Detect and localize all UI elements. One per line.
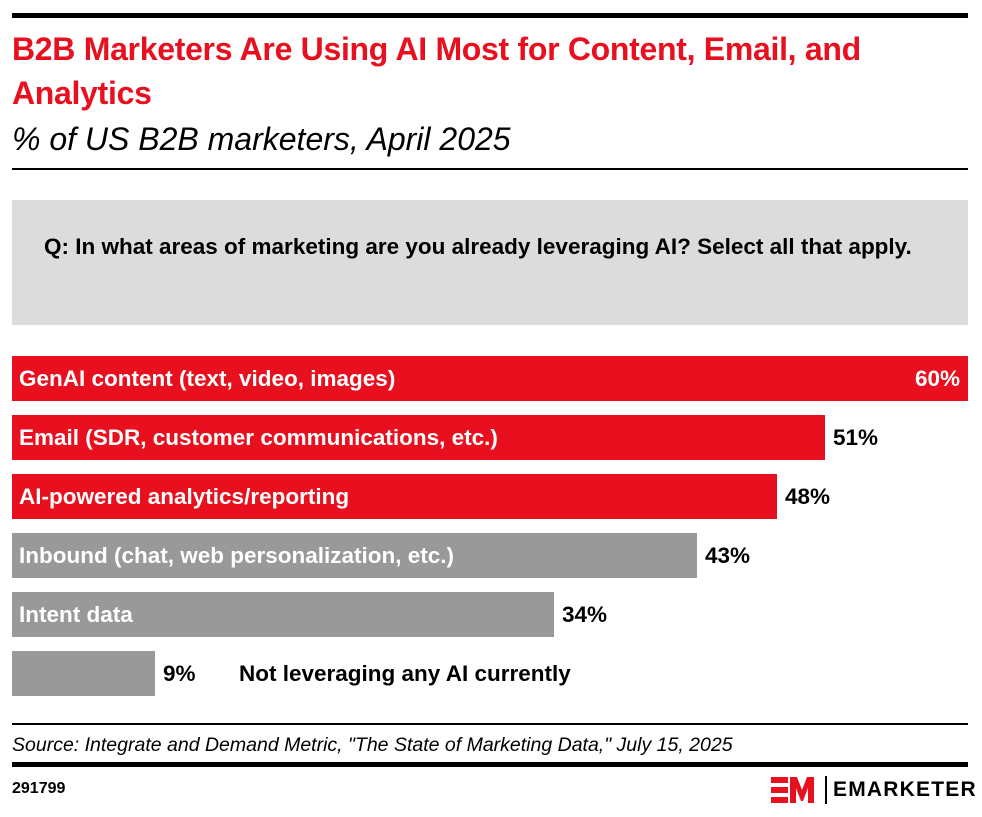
- bar: Inbound (chat, web personalization, etc.…: [12, 533, 697, 578]
- bar-value-label: 51%: [833, 425, 879, 450]
- bar: AI-powered analytics/reporting: [12, 474, 777, 519]
- bar: Email (SDR, customer communications, etc…: [12, 415, 825, 460]
- chart-id: 291799: [12, 780, 66, 797]
- bar: [12, 651, 155, 696]
- em-logo-mark-icon: [771, 777, 814, 803]
- bar-label: Intent data: [19, 602, 133, 627]
- logo-divider: [825, 776, 827, 804]
- bar: GenAI content (text, video, images) 60%: [12, 356, 968, 401]
- bar-label: GenAI content (text, video, images): [19, 366, 396, 391]
- chart-title: B2B Marketers Are Using AI Most for Cont…: [12, 31, 861, 111]
- footer-rule: [12, 762, 968, 767]
- bar-value-label: 9%: [163, 661, 196, 686]
- brand-name: EMARKETER: [833, 778, 977, 801]
- bar-value-label: 48%: [785, 484, 831, 509]
- source-note: Source: Integrate and Demand Metric, "Th…: [12, 734, 733, 756]
- chart-subtitle: % of US B2B marketers, April 2025: [12, 121, 511, 157]
- question-text: Q: In what areas of marketing are you al…: [44, 234, 912, 259]
- bar-label: Inbound (chat, web personalization, etc.…: [19, 543, 455, 568]
- bar: Intent data: [12, 592, 554, 637]
- footer-divider: [12, 723, 968, 725]
- emarketer-logo: EMARKETER: [771, 776, 976, 804]
- bar-value-label: 60%: [914, 366, 960, 391]
- bar-label: AI-powered analytics/reporting: [19, 484, 350, 509]
- top-rule: [12, 13, 968, 18]
- bar-value-label: 34%: [562, 602, 608, 627]
- bar-label: Email (SDR, customer communications, etc…: [19, 425, 498, 450]
- bar-label: Not leveraging any AI currently: [239, 661, 571, 686]
- header-divider: [12, 168, 968, 170]
- question-box: Q: In what areas of marketing are you al…: [12, 200, 968, 325]
- bar-value-label: 43%: [705, 543, 751, 568]
